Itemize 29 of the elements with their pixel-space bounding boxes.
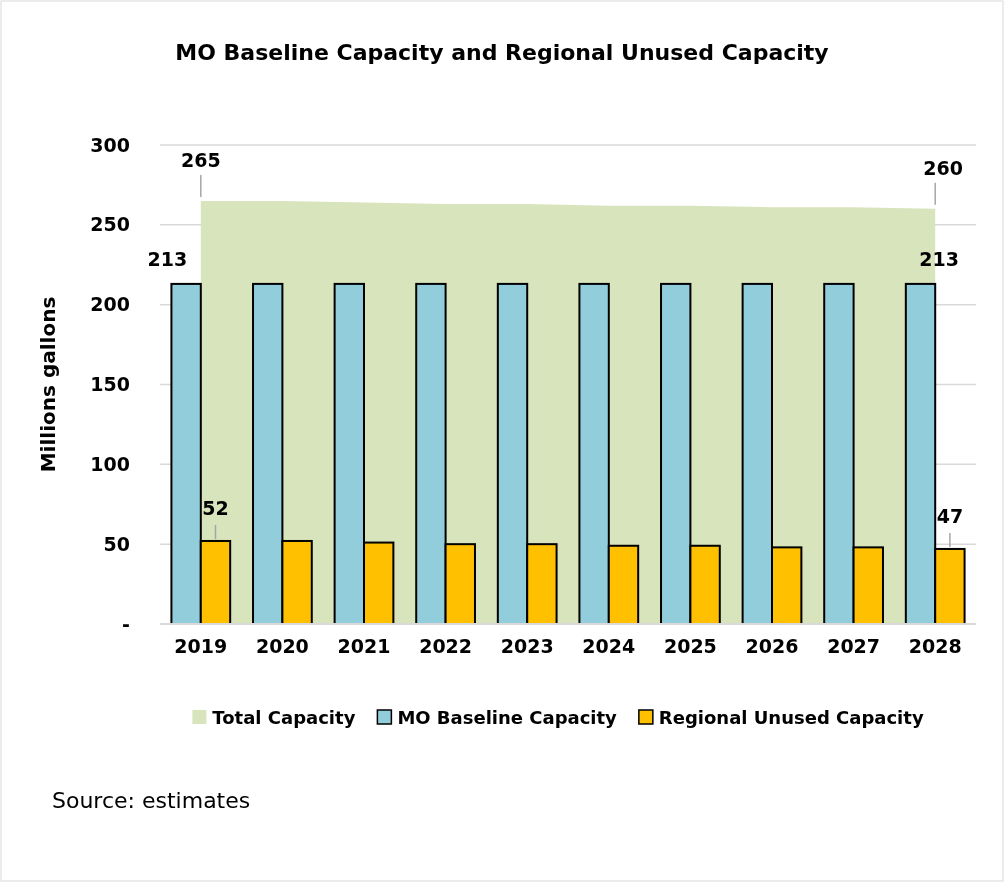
legend-label: Total Capacity: [212, 707, 356, 728]
data-label: 47: [936, 504, 964, 527]
x-tick-label: 2025: [663, 635, 717, 658]
data-label: 260: [923, 156, 964, 179]
data-label: 52: [202, 496, 229, 519]
x-tick-label: 2024: [582, 635, 636, 658]
x-tick-label: 2020: [255, 635, 309, 658]
source-note: Source: estimates: [52, 788, 251, 813]
y-tick-label: -: [122, 612, 130, 635]
y-axis-title: Millions gallons: [36, 296, 60, 473]
y-tick-label: 250: [90, 213, 130, 236]
x-tick-label: 2021: [337, 635, 391, 658]
x-tick-label: 2026: [745, 635, 799, 658]
legend-label: Regional Unused Capacity: [658, 707, 924, 728]
data-label: 213: [147, 247, 188, 270]
chart-title: MO Baseline Capacity and Regional Unused Capacity: [175, 40, 829, 65]
x-tick-label: 2027: [827, 635, 881, 658]
x-tick-label: 2022: [419, 635, 473, 658]
x-tick-label: 2028: [908, 635, 962, 658]
y-tick-label: 150: [90, 373, 130, 396]
y-tick-label: 50: [103, 532, 130, 555]
legend-label: MO Baseline Capacity: [397, 707, 618, 728]
y-tick-label: 300: [90, 133, 130, 156]
x-tick-label: 2019: [174, 635, 228, 658]
data-label: 265: [180, 148, 221, 171]
x-tick-label: 2023: [500, 635, 554, 658]
y-tick-label: 100: [90, 452, 130, 475]
data-label: 213: [919, 247, 960, 270]
y-tick-label: 200: [90, 293, 130, 316]
